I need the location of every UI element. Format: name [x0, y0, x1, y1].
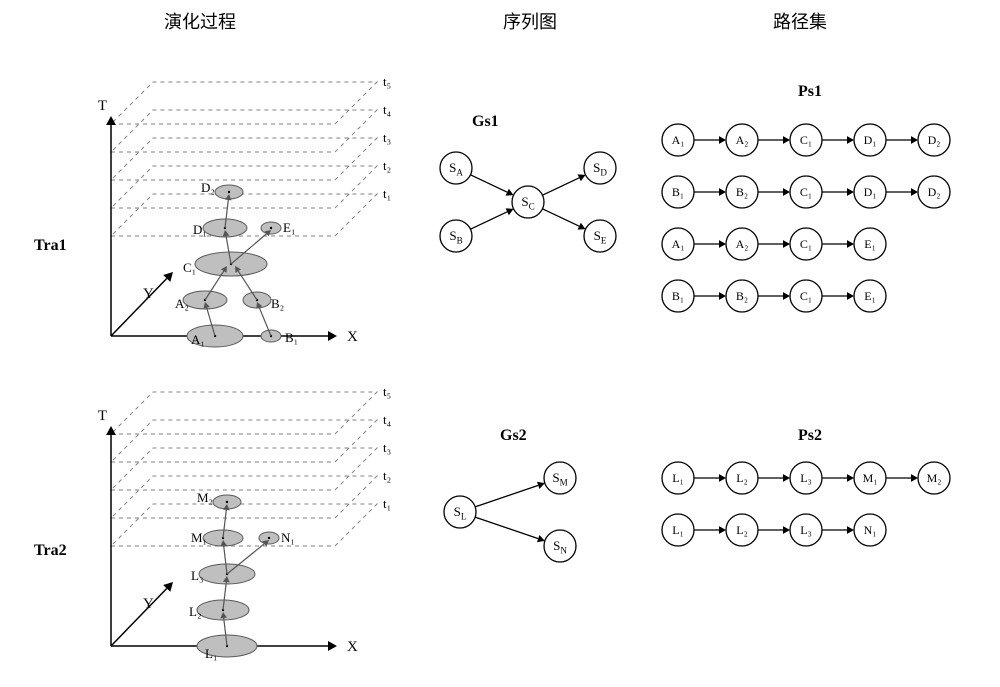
svg-text:B₁: B₁ [672, 185, 684, 199]
svg-text:D₂: D₂ [928, 133, 941, 147]
svg-text:X: X [347, 329, 358, 345]
svg-text:A₁: A₁ [672, 133, 685, 147]
svg-text:Ps2: Ps2 [798, 427, 822, 444]
svg-text:C₁: C₁ [800, 289, 812, 303]
svg-text:t₅: t₅ [383, 384, 391, 399]
tra2-evolution: t₅ t₄ t₃ t₂ t₁ X T Y L₁ L₂ L₃ M₁ N₁ M₂ [98, 384, 392, 661]
svg-text:N₁: N₁ [864, 523, 877, 537]
svg-text:序列图: 序列图 [503, 12, 557, 32]
svg-text:D₁: D₁ [864, 185, 877, 199]
svg-text:Y: Y [143, 286, 154, 302]
svg-text:C₁: C₁ [800, 237, 812, 251]
svg-text:Tra1: Tra1 [34, 237, 67, 254]
svg-text:D₂: D₂ [201, 180, 215, 195]
svg-text:t₂: t₂ [383, 468, 391, 483]
svg-text:A₂: A₂ [736, 237, 749, 251]
svg-text:B₂: B₂ [271, 296, 284, 311]
svg-text:Gs2: Gs2 [500, 427, 527, 444]
svg-text:Gs1: Gs1 [472, 113, 499, 130]
svg-text:E₁: E₁ [283, 220, 295, 235]
svg-text:X: X [347, 639, 358, 655]
svg-text:t₂: t₂ [383, 158, 391, 173]
svg-text:D₁: D₁ [193, 222, 207, 237]
svg-text:A₁: A₁ [191, 332, 205, 347]
svg-text:D₁: D₁ [864, 133, 877, 147]
svg-text:t₁: t₁ [383, 186, 391, 201]
svg-text:A₂: A₂ [175, 296, 189, 311]
svg-text:t₁: t₁ [383, 496, 391, 511]
svg-text:Y: Y [143, 596, 154, 612]
svg-text:L₃: L₃ [191, 568, 203, 583]
svg-text:t₅: t₅ [383, 74, 391, 89]
svg-text:D₂: D₂ [928, 185, 941, 199]
svg-text:N₁: N₁ [281, 530, 295, 545]
svg-text:路径集: 路径集 [773, 12, 827, 32]
svg-text:L₂: L₂ [736, 471, 748, 485]
svg-text:E₁: E₁ [864, 289, 876, 303]
svg-text:M₁: M₁ [191, 530, 207, 545]
svg-text:t₃: t₃ [383, 440, 391, 455]
svg-text:t₃: t₃ [383, 130, 391, 145]
svg-text:L₁: L₁ [672, 523, 684, 537]
svg-text:C₁: C₁ [183, 260, 196, 275]
svg-text:L₃: L₃ [800, 471, 812, 485]
svg-text:Ps1: Ps1 [798, 83, 822, 100]
svg-text:E₁: E₁ [864, 237, 876, 251]
svg-text:t₄: t₄ [383, 412, 392, 427]
tra1-evolution: t₅ t₄ t₃ t₂ t₁ X T Y A₁ B₁ A₂ B₂ C₁ D₁ E₁ D₂ [98, 74, 392, 347]
svg-text:M₁: M₁ [863, 471, 878, 485]
svg-text:L₁: L₁ [205, 646, 217, 661]
svg-text:T: T [98, 408, 107, 424]
svg-text:B₂: B₂ [736, 185, 748, 199]
svg-text:A₁: A₁ [672, 237, 685, 251]
svg-text:t₄: t₄ [383, 102, 392, 117]
svg-text:B₂: B₂ [736, 289, 748, 303]
svg-text:L₂: L₂ [736, 523, 748, 537]
svg-text:M₂: M₂ [927, 471, 942, 485]
svg-text:B₁: B₁ [672, 289, 684, 303]
svg-text:B₁: B₁ [285, 330, 298, 345]
svg-text:C₁: C₁ [800, 133, 812, 147]
svg-text:L₁: L₁ [672, 471, 684, 485]
svg-text:L₂: L₂ [189, 604, 201, 619]
svg-text:L₃: L₃ [800, 523, 812, 537]
svg-text:A₂: A₂ [736, 133, 749, 147]
svg-text:演化过程: 演化过程 [164, 12, 236, 32]
svg-text:Tra2: Tra2 [34, 542, 67, 559]
svg-text:T: T [98, 98, 107, 114]
svg-text:M₂: M₂ [197, 490, 213, 505]
svg-text:C₁: C₁ [800, 185, 812, 199]
figure-svg: 演化过程 序列图 路径集 Tra1 Tra2 t₅ t₄ t₃ t₂ t₁ X T Y A₁ B₁ A₂ B₂ C… [0, 0, 1000, 687]
